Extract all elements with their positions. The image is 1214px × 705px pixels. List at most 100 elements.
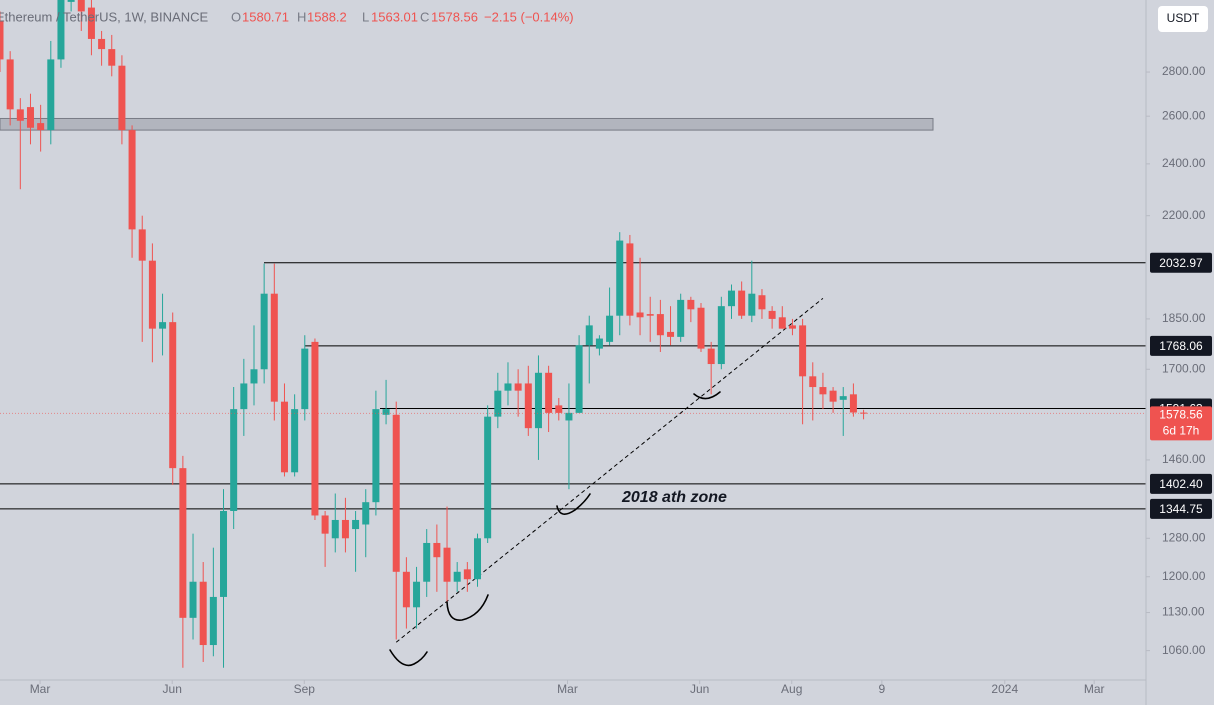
candle-body	[636, 312, 644, 318]
candle-body	[179, 468, 187, 618]
level-tag	[1150, 335, 1212, 356]
candle-body	[87, 7, 95, 39]
candle-body	[159, 322, 167, 329]
ohlc-close-label: C	[420, 9, 429, 24]
candle-body	[189, 581, 197, 618]
candle-body	[534, 372, 542, 429]
candle-body	[616, 240, 624, 316]
candle-body	[494, 390, 502, 417]
hand-curve	[556, 493, 591, 515]
candle-body	[331, 519, 339, 539]
candle-body	[47, 59, 55, 131]
candle-body	[453, 571, 461, 582]
candle-body	[77, 0, 85, 12]
candle-body	[423, 542, 431, 582]
candle-body	[230, 409, 238, 512]
ohlc-open: 1580.71	[242, 9, 289, 24]
level-tag-label: 1344.75	[1159, 502, 1203, 516]
candle-body	[220, 511, 228, 597]
ohlc-high-label: H	[297, 9, 306, 24]
candle-body	[108, 49, 116, 66]
x-tick-label: Sep	[294, 682, 316, 696]
ohlc-change: −2.15 (−0.14%)	[484, 9, 574, 24]
level-tag-label: 1402.40	[1159, 477, 1203, 491]
candle-body	[809, 376, 817, 388]
candle-body	[37, 123, 45, 131]
x-tick-label: 2024	[991, 682, 1018, 696]
hand-curve	[693, 391, 721, 400]
candle-body	[707, 348, 715, 365]
y-tick-label: 1850.00	[1162, 311, 1206, 325]
candle-body	[585, 325, 593, 346]
symbol-title: Ethereum / TetherUS, 1W, BINANCE	[0, 9, 208, 24]
x-tick-label: Jun	[690, 682, 709, 696]
candle-body	[829, 390, 837, 402]
candle-body	[301, 348, 309, 410]
candle-body	[667, 331, 675, 337]
candle-body	[677, 299, 685, 337]
y-tick-label: 1060.00	[1162, 643, 1206, 657]
candle-body	[67, 0, 75, 2]
candle-body	[606, 315, 614, 342]
y-tick-label: 2800.00	[1162, 64, 1206, 78]
candle-body	[352, 519, 360, 530]
ohlc-low-label: L	[362, 9, 369, 24]
candle-body	[575, 345, 583, 413]
candle-body	[463, 569, 471, 580]
candle-body	[280, 401, 288, 473]
candle-body	[626, 243, 634, 316]
currency-label[interactable]: USDT	[1167, 11, 1200, 25]
zone	[0, 117, 934, 131]
y-tick-label: 1700.00	[1162, 361, 1206, 375]
candle-body	[199, 581, 207, 646]
hand-curve	[446, 594, 489, 621]
candle-body	[565, 412, 573, 421]
candle-body	[321, 515, 329, 534]
candle-body	[839, 396, 847, 400]
candle-body	[656, 314, 664, 336]
candle-body	[738, 290, 746, 316]
x-tick-label: Mar	[557, 682, 578, 696]
y-tick-label: 2400.00	[1162, 156, 1206, 170]
candle-body	[250, 369, 258, 384]
candle-body	[849, 394, 857, 413]
price-tag-countdown: 6d 17h	[1163, 424, 1200, 438]
candle-body	[524, 383, 532, 429]
x-tick-label: Mar	[30, 682, 51, 696]
candle-body	[148, 260, 156, 329]
y-tick-label: 1200.00	[1162, 569, 1206, 583]
candle-body	[16, 109, 24, 121]
y-tick-label: 2600.00	[1162, 108, 1206, 122]
candle-body	[768, 310, 776, 319]
candle-body	[341, 519, 349, 539]
level-tag	[1150, 498, 1212, 519]
ohlc-high: 1588.2	[307, 9, 347, 24]
candle-body	[697, 307, 705, 349]
level-tag-label: 2032.97	[1159, 256, 1203, 270]
candle-body	[128, 130, 136, 230]
candle-body	[433, 542, 441, 558]
candle-body	[860, 412, 868, 414]
candle-body	[778, 317, 786, 329]
x-tick-label: Mar	[1084, 682, 1105, 696]
candle-body	[402, 571, 410, 608]
currency-button[interactable]	[1158, 6, 1208, 32]
candle-body	[0, 21, 4, 60]
ohlc-close: 1578.56	[431, 9, 478, 24]
candle-body	[758, 295, 766, 310]
candle-body	[474, 538, 481, 580]
candle-body	[6, 59, 14, 110]
candle-body	[392, 414, 400, 572]
candle-body	[514, 383, 522, 391]
ohlc-header: O 1580.71 H 1588.2 L 1563.01 C 1578.56 −2.15 (−0…	[231, 9, 574, 24]
y-tick-label: 1130.00	[1162, 605, 1205, 619]
candle-body	[545, 372, 553, 413]
candle-body	[727, 290, 735, 307]
candle-body	[138, 229, 146, 261]
x-tick-label: Jun	[163, 682, 182, 696]
y-tick-label: 1460.00	[1162, 452, 1206, 466]
candle-body	[484, 416, 492, 539]
annotation: 2018 ath zone	[621, 489, 727, 506]
candle-body	[362, 502, 370, 525]
